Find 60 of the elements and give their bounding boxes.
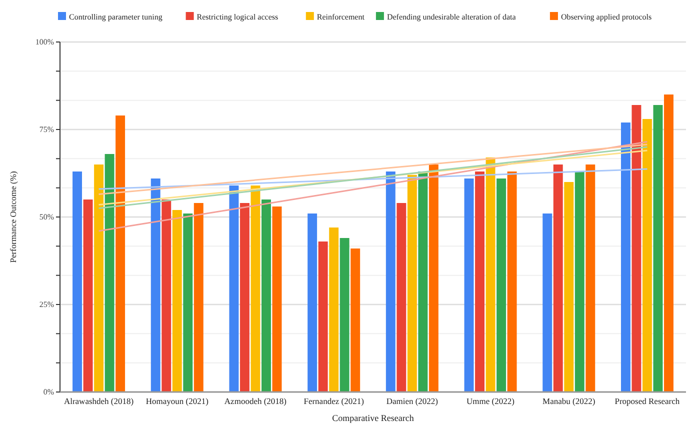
x-tick-label: Umme (2022) [466, 396, 515, 406]
bar [542, 214, 552, 392]
bar [83, 200, 93, 392]
x-axis-title: Comparative Research [332, 413, 414, 423]
bar [386, 172, 396, 392]
legend-label: Restricting logical access [196, 12, 278, 22]
legend-label: Observing applied protocols [560, 12, 652, 22]
bar [574, 172, 584, 392]
bar [172, 210, 182, 392]
bar [496, 178, 506, 392]
bar [428, 164, 438, 392]
x-tick-label: Proposed Research [614, 396, 680, 406]
bar [250, 186, 260, 392]
bar [318, 242, 328, 392]
bar [340, 238, 350, 392]
bar [150, 178, 160, 392]
bar [94, 164, 104, 392]
y-tick-label: 100% [35, 38, 54, 47]
x-tick-label: Manabu (2022) [542, 396, 596, 406]
y-tick-label: 50% [39, 212, 54, 222]
bar [586, 164, 596, 392]
bar [653, 105, 663, 392]
bar [664, 94, 674, 392]
bar [308, 214, 318, 392]
bar [329, 228, 339, 392]
bar [262, 200, 271, 392]
bar [475, 172, 484, 392]
bar [464, 178, 474, 392]
legend-label: Defending undesirable alteration of data [386, 12, 516, 22]
bar [507, 172, 517, 392]
y-tick-label: 25% [39, 300, 54, 310]
bar [162, 200, 172, 392]
bar [116, 116, 126, 392]
bar [72, 172, 82, 392]
bar [564, 182, 574, 392]
bar [620, 122, 630, 392]
x-tick-label: Azmoodeh (2018) [224, 396, 287, 406]
y-tick-label: 0% [43, 388, 54, 397]
bar [407, 175, 417, 392]
bar [194, 203, 204, 392]
bar [240, 203, 250, 392]
bar [229, 186, 239, 392]
bar [183, 214, 193, 392]
bar [632, 105, 642, 392]
bar [553, 164, 563, 392]
bar [418, 172, 428, 392]
legend-label: Controlling parameter tuning [69, 12, 162, 22]
x-tick-label: Damien (2022) [386, 396, 438, 406]
x-tick-label: Fernandez (2021) [304, 396, 364, 406]
y-axis-title: Performance Outcome (%) [8, 171, 18, 263]
y-tick-label: 75% [39, 125, 54, 134]
legend-label: Reinforcement [316, 12, 366, 22]
x-tick-label: Alrawashdeh (2018) [64, 396, 134, 406]
bar [350, 248, 360, 392]
bar [272, 206, 282, 392]
x-tick-label: Homayoun (2021) [146, 396, 209, 406]
bar [486, 158, 496, 392]
bar [104, 154, 114, 392]
bar [396, 203, 406, 392]
bar [642, 119, 652, 392]
